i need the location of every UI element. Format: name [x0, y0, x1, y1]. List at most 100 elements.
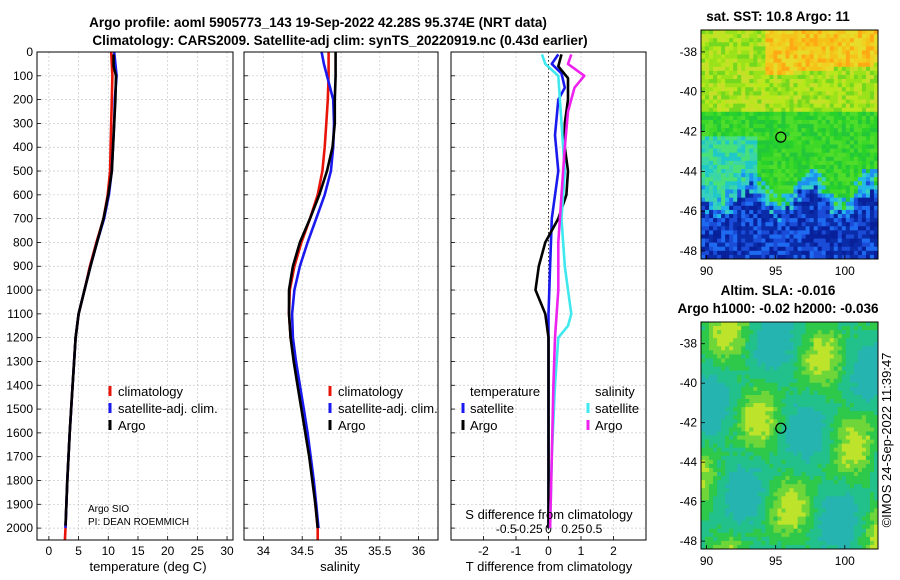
map-cell — [837, 124, 843, 129]
map-cell — [709, 42, 714, 47]
map-cell — [805, 222, 811, 227]
map-cell — [745, 144, 750, 149]
map-cell — [769, 403, 774, 408]
map-cell — [757, 394, 762, 400]
map-cell — [833, 492, 839, 497]
map-cell — [841, 394, 847, 400]
map-cell — [853, 160, 859, 166]
map-cell — [865, 463, 871, 469]
map-cell — [825, 107, 831, 113]
map-cell — [853, 148, 859, 154]
map-cell — [713, 342, 718, 347]
map-cell — [817, 246, 823, 252]
map-cell — [705, 136, 710, 141]
map-cell — [865, 471, 871, 477]
map-cell — [849, 66, 855, 72]
map-cell — [729, 234, 734, 239]
map-cell — [757, 471, 762, 477]
map-cell — [701, 62, 706, 68]
map-cell — [753, 330, 758, 335]
map-cell — [745, 322, 750, 327]
map-cell — [777, 148, 782, 154]
map-cell — [837, 524, 843, 530]
map-cell — [761, 156, 766, 162]
map-cell — [717, 488, 722, 493]
map-cell — [741, 201, 746, 207]
map-cell — [813, 512, 819, 517]
map-cell — [765, 435, 770, 440]
map-cell — [717, 394, 722, 400]
map-cell — [729, 524, 734, 530]
map-cell — [761, 74, 766, 80]
map-cell — [737, 459, 742, 465]
map-cell — [857, 435, 863, 440]
depth-tick-label: 700 — [13, 212, 33, 226]
map-cell — [849, 480, 855, 485]
map-cell — [733, 403, 738, 408]
map-ytick-label: -40 — [680, 85, 698, 99]
map-cell — [845, 70, 851, 76]
map-cell — [709, 326, 714, 331]
map-cell — [721, 471, 726, 477]
map-cell — [853, 173, 859, 178]
map-cell — [781, 156, 786, 162]
map-cell — [861, 366, 867, 372]
map-cell — [813, 488, 819, 493]
map-cell — [749, 322, 754, 327]
map-cell — [741, 334, 746, 339]
map-cell — [789, 58, 794, 64]
map-cell — [825, 115, 831, 121]
map-cell — [853, 140, 859, 145]
map-cell — [737, 488, 742, 493]
map-cell — [701, 496, 706, 501]
map-cell — [837, 136, 843, 141]
map-cell — [709, 350, 714, 355]
map-cell — [853, 443, 859, 449]
map-cell — [745, 201, 750, 207]
map-cell — [853, 520, 859, 526]
map-cell — [753, 496, 758, 501]
map-cell — [853, 38, 859, 43]
map-cell — [725, 467, 730, 473]
map-cell — [805, 189, 811, 194]
map-cell — [753, 415, 758, 420]
map-cell — [721, 107, 726, 113]
map-cell — [797, 173, 802, 178]
map-cell — [793, 30, 798, 35]
map-cell — [753, 374, 758, 380]
map-cell — [861, 358, 867, 363]
map-cell — [769, 222, 774, 227]
depth-tick-label: 2000 — [6, 521, 33, 535]
map-cell — [721, 140, 726, 145]
map-cell — [757, 197, 762, 203]
map-cell — [705, 427, 710, 432]
map-cell — [857, 70, 863, 76]
map-cell — [873, 226, 879, 231]
map-cell — [733, 520, 738, 526]
map-cell — [725, 342, 730, 347]
map-cell — [785, 242, 790, 248]
map-cell — [765, 484, 770, 489]
map-cell — [713, 338, 718, 343]
map-cell — [777, 350, 782, 355]
map-cell — [837, 423, 843, 428]
map-cell — [701, 201, 706, 207]
map-cell — [717, 338, 722, 343]
map-cell — [725, 201, 730, 207]
map-cell — [745, 354, 750, 359]
map-cell — [745, 447, 750, 453]
map-cell — [757, 42, 762, 47]
map-cell — [769, 74, 774, 80]
map-cell — [701, 407, 706, 412]
map-cell — [721, 334, 726, 339]
map-cell — [749, 140, 754, 145]
map-cell — [725, 164, 730, 170]
map-cell — [777, 169, 782, 174]
map-cell — [769, 366, 774, 372]
map-cell — [745, 459, 750, 465]
map-cell — [785, 91, 790, 96]
map-cell — [701, 197, 706, 203]
map-cell — [781, 524, 786, 530]
map-cell — [745, 70, 750, 76]
